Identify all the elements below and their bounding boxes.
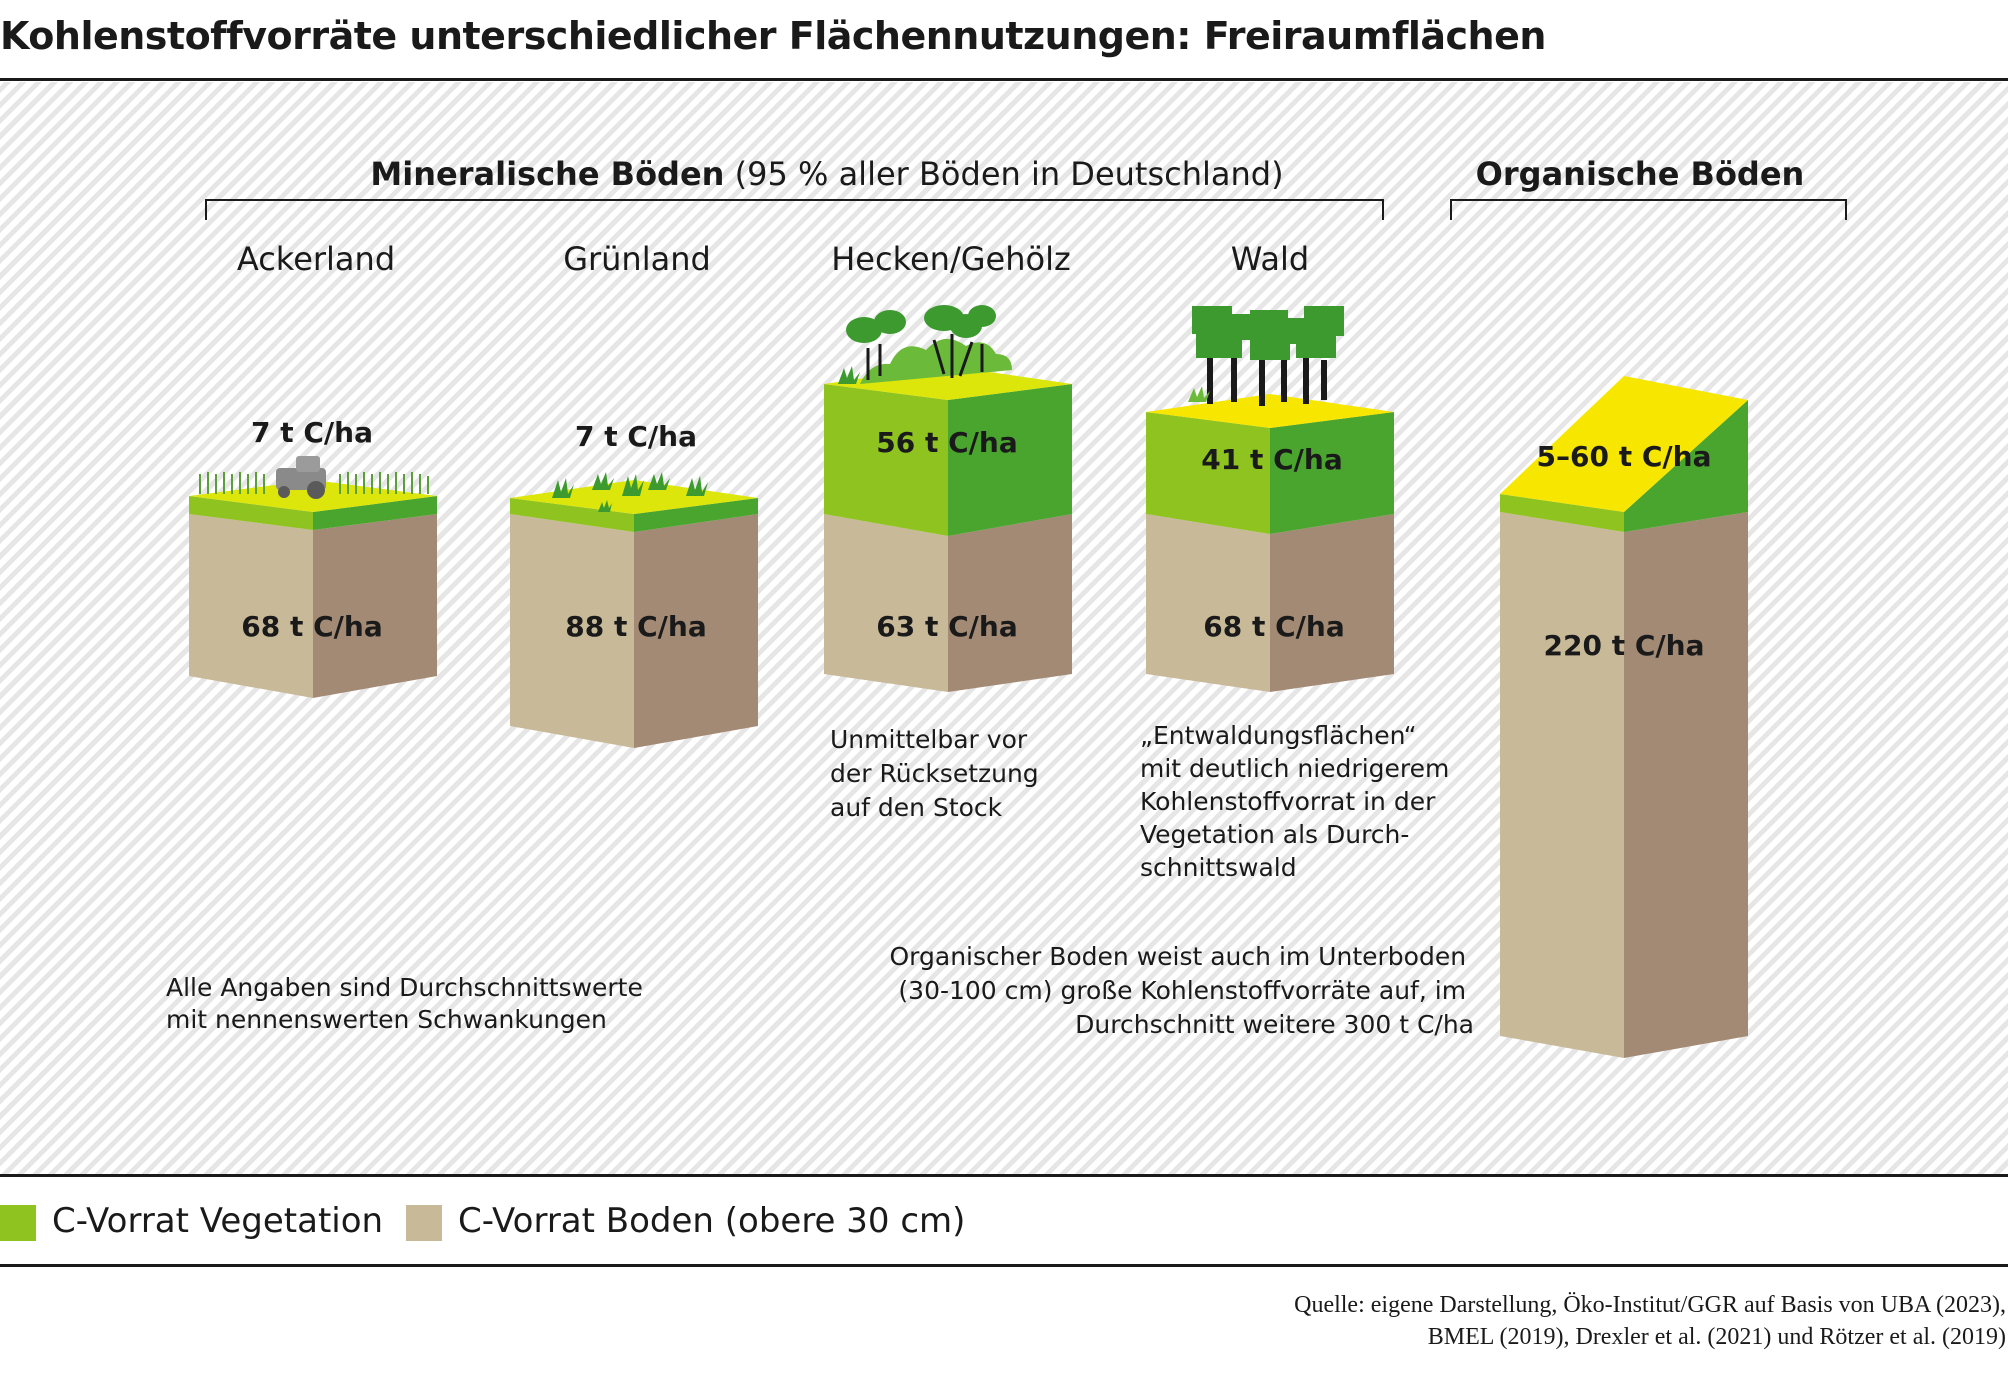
note-hecken-line: auf den Stock <box>830 793 1003 822</box>
note-general: Alle Angaben sind Durchschnittswerte mit… <box>166 973 651 1034</box>
bracket-organic <box>1450 199 1847 220</box>
soil-front-hecken <box>824 514 948 692</box>
veg-front-hecken <box>824 384 948 536</box>
note-organic: Organischer Boden weist auch im Unterbod… <box>889 942 1474 1039</box>
top-hecken <box>824 366 1072 400</box>
column-title-hecken: Hecken/Gehölz <box>831 240 1071 278</box>
page-title: Kohlenstoffvorräte unterschiedlicher Flä… <box>0 14 1546 58</box>
top-organic <box>1500 376 1748 512</box>
top-gruenland <box>510 480 758 514</box>
group-mineral-header: Mineralische Böden (95 % aller Böden in … <box>370 155 1283 193</box>
top-wald <box>1146 394 1394 428</box>
crop-rows-icon <box>199 472 429 494</box>
block-wald: 41 t C/ha 68 t C/ha <box>1146 306 1394 692</box>
legend-swatch-soil <box>406 1205 442 1241</box>
soil-front-organic <box>1500 512 1624 1058</box>
group-mineral-rest: (95 % aller Böden in Deutschland) <box>724 155 1283 193</box>
title-rule <box>0 78 2008 81</box>
veg-side-organic <box>1624 400 1748 532</box>
carbon-stock-diagram: Mineralische Böden (95 % aller Böden in … <box>166 155 1847 1058</box>
soil-side-hecken <box>948 514 1072 692</box>
grass-tufts-icon <box>552 472 708 512</box>
note-wald: „Entwaldungsflächen“ mit deutlich niedri… <box>1140 721 1457 882</box>
note-wald-line: Vegetation als Durch- <box>1140 820 1409 849</box>
veg-label-ackerland: 7 t C/ha <box>251 416 373 449</box>
shrubs-icon <box>838 305 1012 384</box>
soil-label-gruenland: 88 t C/ha <box>565 610 706 643</box>
note-wald-line: „Entwaldungsflächen“ <box>1140 721 1417 750</box>
veg-label-organic: 5–60 t C/ha <box>1537 440 1712 473</box>
note-general-line: Alle Angaben sind Durchschnittswerte <box>166 973 643 1002</box>
soil-label-wald: 68 t C/ha <box>1203 610 1344 643</box>
note-wald-line: Kohlenstoffvorrat in der <box>1140 787 1436 816</box>
legend-rule-top <box>0 1174 2008 1177</box>
note-hecken-line: der Rücksetzung <box>830 759 1039 788</box>
soil-front-wald <box>1146 514 1270 692</box>
note-hecken-line: Unmittelbar vor <box>830 725 1028 754</box>
note-organic-line: (30-100 cm) große Kohlenstoffvorräte auf… <box>898 976 1466 1005</box>
soil-side-ackerland <box>313 514 437 698</box>
legend-rule-bottom <box>0 1264 2008 1267</box>
column-title-gruenland: Grünland <box>563 240 711 278</box>
legend-swatch-vegetation <box>0 1205 36 1241</box>
veg-side-hecken <box>948 384 1072 536</box>
group-organic-header: Organische Böden <box>1476 155 1805 193</box>
tractor-icon <box>276 456 326 499</box>
group-mineral-bold: Mineralische Böden <box>370 155 724 193</box>
soil-front-gruenland <box>510 514 634 748</box>
soil-side-organic <box>1624 512 1748 1058</box>
veg-side-gruenland <box>634 498 758 532</box>
block-ackerland: 7 t C/ha 68 t C/ha <box>189 416 437 698</box>
trees-icon <box>1188 306 1344 406</box>
veg-front-wald <box>1146 412 1270 534</box>
column-title-wald: Wald <box>1231 240 1309 278</box>
note-wald-line: mit deutlich niedrigerem <box>1140 754 1449 783</box>
legend-label-soil: C-Vorrat Boden (obere 30 cm) <box>458 1201 966 1241</box>
bracket-mineral <box>205 199 1384 220</box>
veg-label-hecken: 56 t C/ha <box>876 426 1017 459</box>
source-line: Quelle: eigene Darstellung, Öko-Institut… <box>1294 1292 2006 1318</box>
column-title-ackerland: Ackerland <box>237 240 395 278</box>
block-gruenland: 7 t C/ha 88 t C/ha <box>510 420 758 748</box>
soil-side-gruenland <box>634 514 758 748</box>
veg-side-wald <box>1270 412 1394 534</box>
veg-front-organic <box>1500 494 1624 532</box>
soil-label-organic: 220 t C/ha <box>1544 629 1705 662</box>
note-general-line: mit nennenswerten Schwankungen <box>166 1005 607 1034</box>
block-hecken: 56 t C/ha 63 t C/ha <box>824 305 1072 692</box>
veg-label-gruenland: 7 t C/ha <box>575 420 697 453</box>
soil-label-ackerland: 68 t C/ha <box>241 610 382 643</box>
veg-label-wald: 41 t C/ha <box>1201 443 1342 476</box>
block-organic: 5–60 t C/ha 220 t C/ha <box>1500 376 1748 1058</box>
veg-side-ackerland <box>313 496 437 530</box>
note-wald-line: schnittswald <box>1140 853 1297 882</box>
note-hecken: Unmittelbar vor der Rücksetzung auf den … <box>830 725 1047 822</box>
note-organic-line: Durchschnitt weitere 300 t C/ha <box>1075 1010 1474 1039</box>
note-organic-line: Organischer Boden weist auch im Unterbod… <box>889 942 1466 971</box>
soil-front-ackerland <box>189 514 313 698</box>
soil-label-hecken: 63 t C/ha <box>876 610 1017 643</box>
veg-front-gruenland <box>510 498 634 532</box>
source-line: BMEL (2019), Drexler et al. (2021) und R… <box>1427 1324 2006 1350</box>
legend-label-vegetation: C-Vorrat Vegetation <box>52 1201 384 1241</box>
soil-side-wald <box>1270 514 1394 692</box>
veg-front-ackerland <box>189 496 313 530</box>
